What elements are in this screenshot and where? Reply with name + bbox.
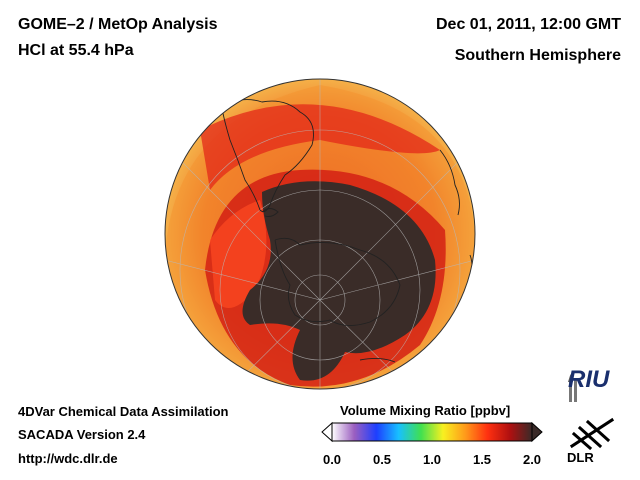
riu-logo-text: RIU [568,366,610,393]
colorbar-tick-2: 1.0 [422,452,442,467]
red-band-north [200,104,440,190]
footer-url[interactable]: http://wdc.dlr.de [18,451,118,466]
colorbar-title: Volume Mixing Ratio [ppbv] [340,403,511,418]
footer-method: 4DVar Chemical Data Assimilation [18,404,229,419]
hemisphere-label: Southern Hemisphere [454,47,621,64]
species-level-title: HCl at 55.4 hPa [18,42,134,59]
analysis-datetime: Dec 01, 2011, 12:00 GMT [436,16,621,33]
dlr-logo-icon [569,417,615,450]
analysis-title: GOME–2 / MetOp Analysis [18,16,218,33]
dlr-logo-text: DLR [567,450,594,465]
globe-outline [164,78,476,390]
red-band-west [210,200,267,308]
colorbar-right-arrow [531,421,543,443]
riu-building-icon [568,374,577,402]
colorbar-ramp [331,422,533,442]
globe-map [164,78,476,390]
footer-version: SACADA Version 2.4 [18,427,146,442]
colorbar-tick-1: 0.5 [372,452,392,467]
colorbar-left-arrow [321,421,333,443]
colorbar-tick-3: 1.5 [472,452,492,467]
colorbar-tick-4: 2.0 [522,452,542,467]
colorbar [321,421,543,443]
colorbar-tick-0: 0.0 [322,452,342,467]
graticule [165,79,475,389]
